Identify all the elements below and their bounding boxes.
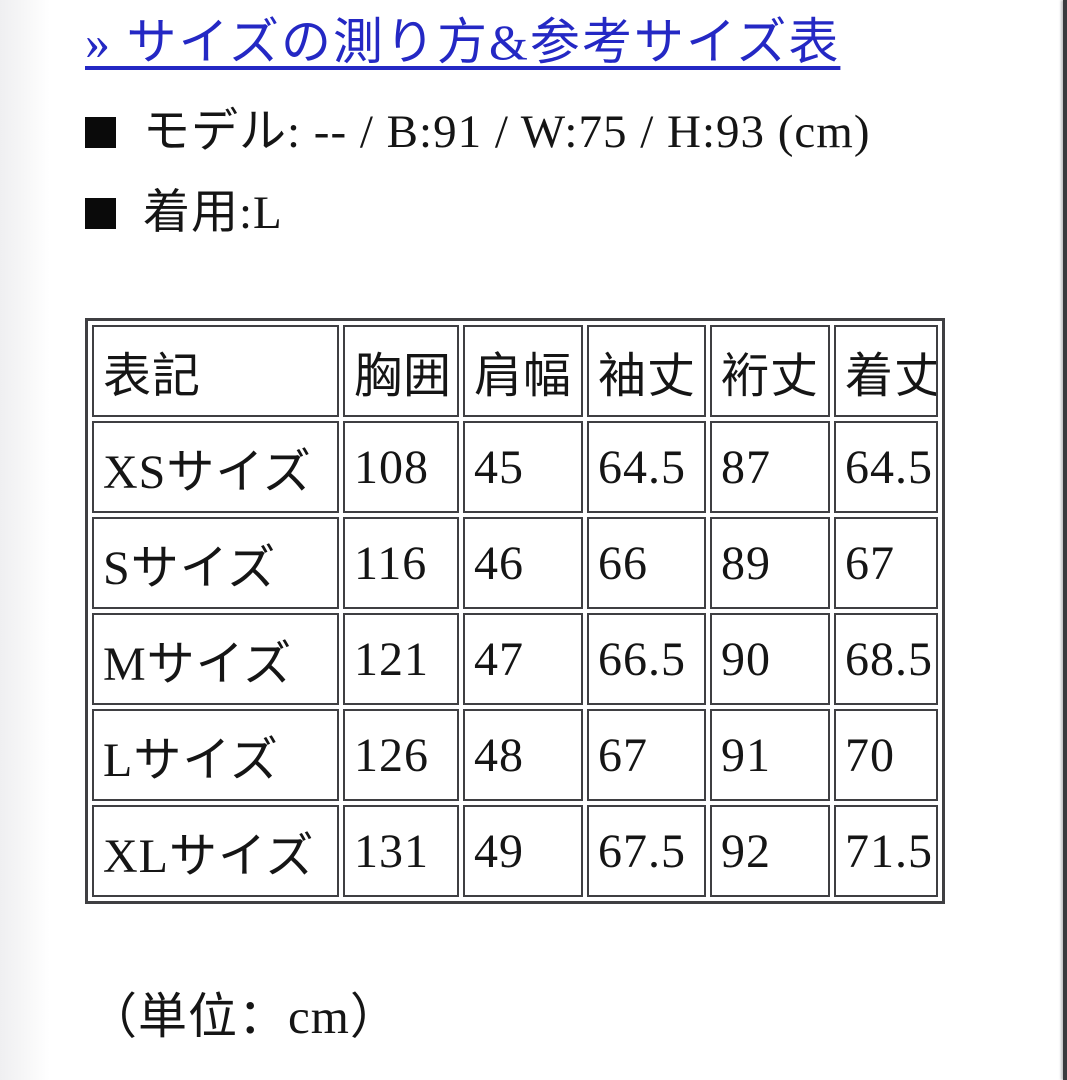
size-cell: 48 <box>463 709 583 801</box>
size-cell: 90 <box>710 613 830 705</box>
worn-size-text: 着用:L <box>143 187 283 239</box>
size-row-label: XLサイズ <box>92 805 339 897</box>
size-row-label: Mサイズ <box>92 613 339 705</box>
size-cell: 67.5 <box>587 805 706 897</box>
size-row-label: XSサイズ <box>92 421 339 513</box>
size-row-label: Lサイズ <box>92 709 339 801</box>
table-row-l: Lサイズ 126 48 67 91 70 <box>92 709 938 801</box>
size-cell: 91 <box>710 709 830 801</box>
column-header-length: 着丈 <box>834 325 938 417</box>
size-cell: 46 <box>463 517 583 609</box>
size-cell: 49 <box>463 805 583 897</box>
size-cell: 87 <box>710 421 830 513</box>
column-header-chest: 胸囲 <box>343 325 459 417</box>
size-chart-table: 表記 胸囲 肩幅 袖丈 裄丈 着丈 XSサイズ 108 45 64.5 87 6… <box>85 318 945 904</box>
worn-size-line: 着用:L <box>85 183 283 243</box>
column-header-shoulder: 肩幅 <box>463 325 583 417</box>
size-cell: 108 <box>343 421 459 513</box>
left-edge-fade <box>0 0 50 1080</box>
size-cell: 64.5 <box>587 421 706 513</box>
table-row-s: Sサイズ 116 46 66 89 67 <box>92 517 938 609</box>
size-cell: 67 <box>587 709 706 801</box>
size-cell: 92 <box>710 805 830 897</box>
size-guide-link[interactable]: » サイズの測り方&参考サイズ表 <box>85 14 841 70</box>
size-cell: 131 <box>343 805 459 897</box>
table-row-m: Mサイズ 121 47 66.5 90 68.5 <box>92 613 938 705</box>
size-cell: 66 <box>587 517 706 609</box>
table-row-xs: XSサイズ 108 45 64.5 87 64.5 <box>92 421 938 513</box>
model-measurements-line: モデル: -- / B:91 / W:75 / H:93 (cm) <box>85 102 871 162</box>
black-square-bullet-icon <box>85 116 116 148</box>
column-header-label: 表記 <box>92 325 339 417</box>
model-measurements-text: モデル: -- / B:91 / W:75 / H:93 (cm) <box>143 106 871 158</box>
size-cell: 64.5 <box>834 421 938 513</box>
table-row-xl: XLサイズ 131 49 67.5 92 71.5 <box>92 805 938 897</box>
size-cell: 66.5 <box>587 613 706 705</box>
size-cell: 47 <box>463 613 583 705</box>
size-cell: 67 <box>834 517 938 609</box>
size-row-label: Sサイズ <box>92 517 339 609</box>
column-header-yuki: 裄丈 <box>710 325 830 417</box>
column-header-sleeve: 袖丈 <box>587 325 706 417</box>
size-cell: 70 <box>834 709 938 801</box>
size-cell: 45 <box>463 421 583 513</box>
size-cell: 71.5 <box>834 805 938 897</box>
table-header-row: 表記 胸囲 肩幅 袖丈 裄丈 着丈 <box>92 325 938 417</box>
unit-note: （単位：cm） <box>88 989 400 1044</box>
black-square-bullet-icon <box>85 197 116 229</box>
size-cell: 89 <box>710 517 830 609</box>
size-cell: 126 <box>343 709 459 801</box>
right-edge-border <box>1063 0 1067 1080</box>
size-cell: 68.5 <box>834 613 938 705</box>
size-cell: 121 <box>343 613 459 705</box>
size-cell: 116 <box>343 517 459 609</box>
